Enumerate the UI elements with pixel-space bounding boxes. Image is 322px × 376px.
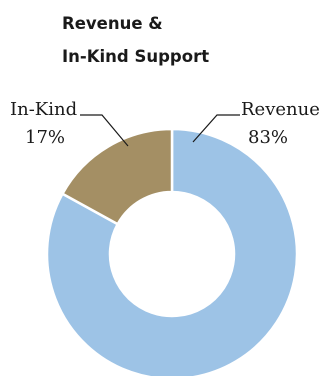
in-kind-label: In-Kind 17% bbox=[10, 99, 129, 148]
in-kind-leader-line bbox=[80, 114, 129, 147]
slice-revenue bbox=[45, 127, 299, 376]
revenue-label-name: Revenue bbox=[241, 99, 320, 120]
donut-slices bbox=[45, 127, 299, 376]
chart-title-line-2: In-Kind Support bbox=[62, 47, 209, 66]
chart-title-line-1: Revenue & bbox=[62, 14, 163, 33]
revenue-label-percent: 83% bbox=[248, 127, 288, 148]
in-kind-label-percent: 17% bbox=[25, 127, 65, 148]
slice-in-kind bbox=[60, 127, 174, 226]
in-kind-label-name: In-Kind bbox=[10, 99, 77, 120]
revenue-label: Revenue 83% bbox=[192, 99, 320, 148]
revenue-leader-line bbox=[192, 114, 240, 143]
